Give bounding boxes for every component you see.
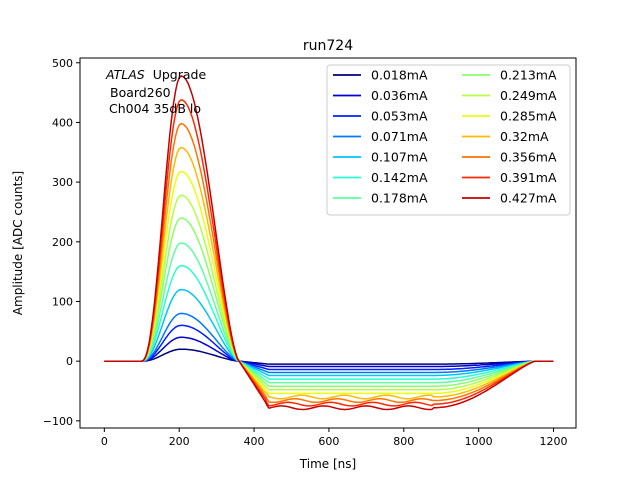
atlas-label: ATLAS: [105, 67, 145, 82]
x-axis-label: Time [ns]: [299, 457, 356, 471]
legend-label: 0.249mA: [500, 88, 557, 103]
y-axis: −100 0 100 200 300 400 500: [43, 57, 80, 428]
y-tick-label: 500: [52, 57, 73, 70]
y-tick-label: 200: [52, 236, 73, 249]
legend: 0.018mA 0.036mA 0.053mA 0.071mA 0.107mA 0.142…: [326, 64, 571, 216]
legend-label: 0.142mA: [371, 170, 428, 185]
series-line: [104, 75, 554, 411]
x-tick-label: 1000: [465, 435, 493, 448]
chart-title: run724: [303, 38, 353, 54]
legend-label: 0.178mA: [371, 191, 428, 206]
atlas-annotation: ATLAS Upgrade Board260 Ch004 35dB lo: [105, 67, 206, 116]
legend-frame: [326, 64, 571, 216]
series-line: [104, 324, 554, 371]
y-tick-label: 300: [52, 176, 73, 189]
plot-frame: [79, 57, 577, 429]
x-tick-label: 200: [169, 435, 190, 448]
y-tick-label: 0: [66, 355, 73, 368]
legend-label: 0.427mA: [500, 191, 557, 206]
legend-label: 0.32mA: [500, 129, 549, 144]
series-line: [104, 348, 554, 365]
series-line: [104, 288, 554, 377]
series-line: [104, 336, 554, 368]
series-line: [104, 312, 554, 374]
x-tick-label: 1200: [540, 435, 568, 448]
y-tick-label: 100: [52, 295, 73, 308]
x-tick-label: 800: [393, 435, 414, 448]
legend-label: 0.107mA: [371, 150, 428, 165]
y-tick-label: −100: [43, 415, 73, 428]
series-line: [104, 170, 554, 395]
x-tick-label: 400: [244, 435, 265, 448]
y-axis-label: Amplitude [ADC counts]: [11, 171, 25, 315]
legend-label: 0.036mA: [371, 88, 428, 103]
series-line: [104, 122, 554, 404]
series-line: [104, 217, 554, 387]
y-tick-label: 400: [52, 116, 73, 129]
series-layer: [104, 75, 554, 411]
legend-label: 0.018mA: [371, 68, 428, 83]
svg-text:ATLAS Upgrade: ATLAS Upgrade: [105, 67, 206, 82]
board-label: Board260: [110, 85, 171, 100]
legend-label: 0.285mA: [500, 109, 557, 124]
series-line: [104, 146, 554, 400]
legend-label: 0.053mA: [371, 109, 428, 124]
series-line: [104, 98, 554, 407]
x-tick-label: 600: [318, 435, 339, 448]
legend-label: 0.071mA: [371, 129, 428, 144]
series-line: [104, 264, 554, 380]
legend-label: 0.391mA: [500, 170, 557, 185]
x-axis: 0 200 400 600 800 1000 1200: [101, 428, 568, 448]
x-tick-label: 0: [101, 435, 108, 448]
series-line: [104, 242, 554, 384]
channel-label: Ch004 35dB lo: [109, 101, 201, 116]
legend-label: 0.213mA: [500, 68, 557, 83]
upgrade-label: Upgrade: [153, 67, 207, 82]
series-line: [104, 194, 554, 391]
legend-label: 0.356mA: [500, 150, 557, 165]
